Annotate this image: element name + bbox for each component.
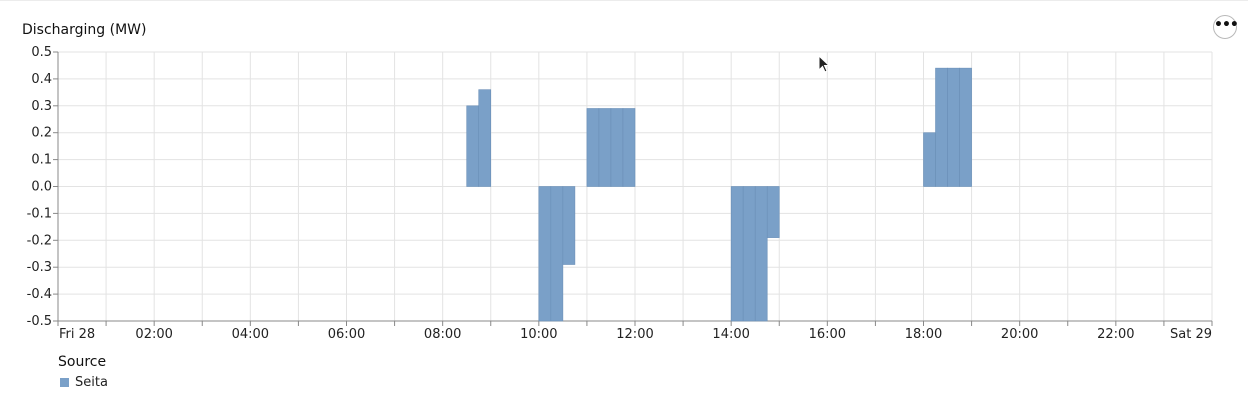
bar[interactable] (947, 67, 960, 187)
bar[interactable] (742, 186, 756, 322)
legend-title: Source (58, 354, 107, 370)
bar[interactable] (586, 108, 600, 187)
bar[interactable] (538, 186, 552, 322)
bar[interactable] (754, 186, 768, 322)
top-divider (0, 0, 1248, 1)
y-tick-label: 0.0 (31, 180, 52, 195)
bar[interactable] (550, 186, 564, 322)
chart-title: Discharging (MW) (22, 22, 147, 38)
bar[interactable] (923, 132, 936, 187)
bar[interactable] (478, 89, 492, 187)
chart-actions-button[interactable]: ••• (1213, 15, 1239, 39)
bar[interactable] (466, 105, 480, 187)
legend-swatch (60, 378, 69, 387)
legend-item-seita[interactable]: Seita (60, 375, 108, 390)
bar[interactable] (935, 67, 948, 187)
x-tick-label: 12:00 (616, 327, 653, 342)
y-tick-label: -0.5 (27, 314, 52, 329)
x-tick-label: 16:00 (809, 327, 846, 342)
y-tick-label: 0.1 (31, 153, 52, 168)
y-tick-label: -0.2 (27, 233, 52, 248)
y-tick-label: -0.1 (27, 206, 52, 221)
y-tick-label: 0.3 (31, 99, 52, 114)
bar[interactable] (766, 186, 780, 238)
x-tick-label: 06:00 (328, 327, 365, 342)
bar[interactable] (959, 67, 972, 187)
bar[interactable] (562, 186, 576, 265)
y-tick-label: -0.4 (27, 287, 52, 302)
y-tick-label: 0.2 (31, 126, 52, 141)
x-tick-label: 02:00 (135, 327, 172, 342)
bar[interactable] (730, 186, 744, 322)
x-tick-label: Fri 28 (59, 327, 95, 342)
x-tick-label: 20:00 (1001, 327, 1038, 342)
x-tick-label: 04:00 (232, 327, 269, 342)
bar[interactable] (622, 108, 636, 187)
x-tick-label: 14:00 (712, 327, 749, 342)
mouse-pointer-icon (818, 55, 831, 73)
y-tick-label: 0.4 (31, 72, 52, 87)
bar[interactable] (610, 108, 624, 187)
y-tick-label: 0.5 (31, 45, 52, 60)
bar[interactable] (598, 108, 612, 187)
x-tick-label: 08:00 (424, 327, 461, 342)
x-tick-label: 22:00 (1097, 327, 1134, 342)
x-tick-label: Sat 29 (1170, 327, 1212, 342)
chart-canvas: 0.5 0.4 0.3 0.2 0.1 0.0 -0.1 -0.2 -0.3 -0.4 -0.5 Fr… (27, 45, 1213, 342)
x-tick-label: 10:00 (520, 327, 557, 342)
x-tick-label: 18:00 (905, 327, 942, 342)
y-tick-label: -0.3 (27, 260, 52, 275)
legend-label: Seita (75, 375, 108, 390)
